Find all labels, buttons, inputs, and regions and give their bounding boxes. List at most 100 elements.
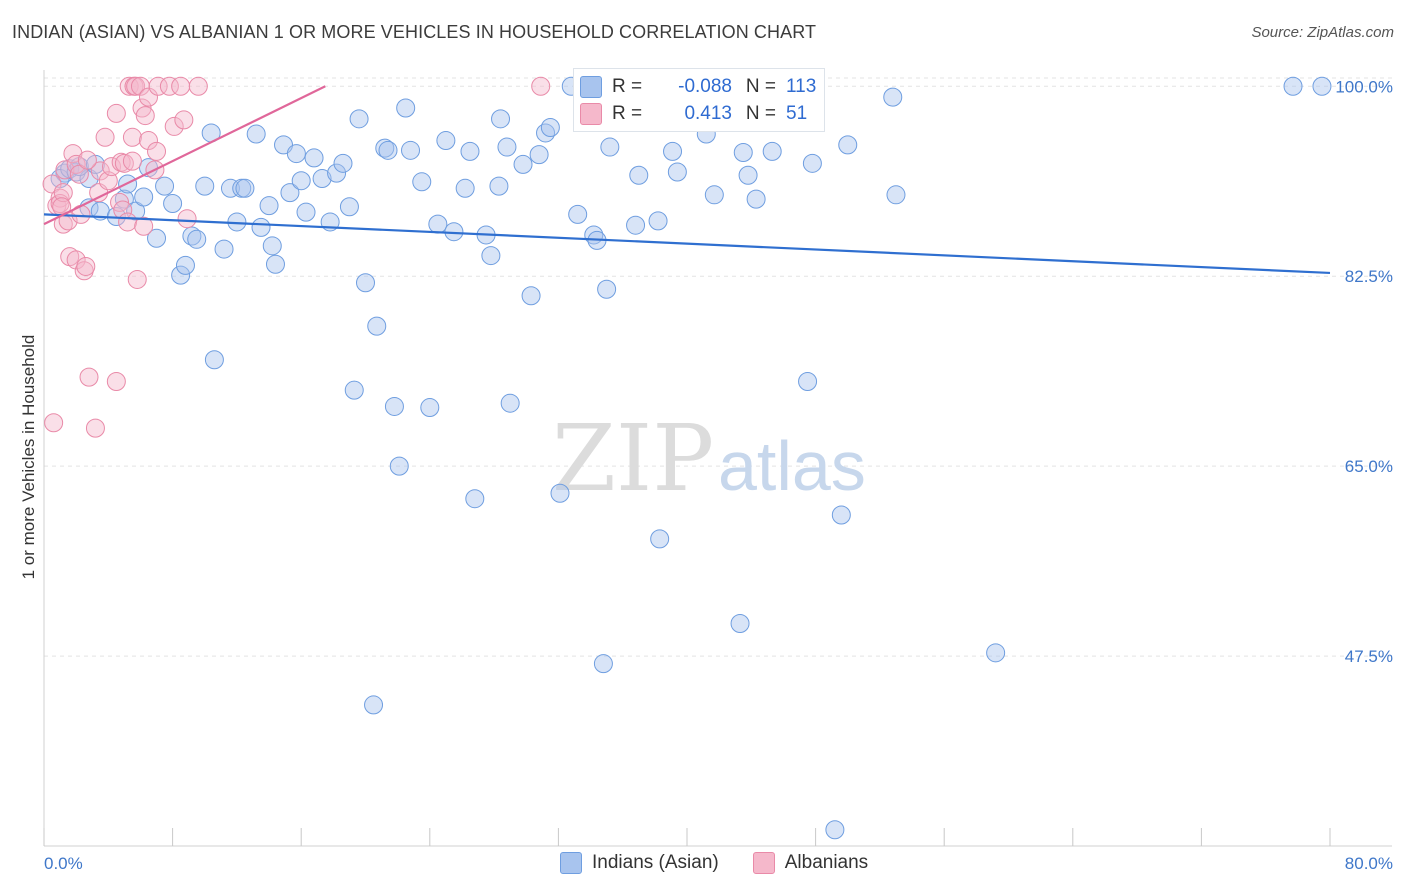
indian-point <box>497 137 517 157</box>
indian-point <box>333 153 353 173</box>
indian-point <box>349 109 369 129</box>
x-tick-label: 0.0% <box>44 854 83 873</box>
legend-row-indians: R = -0.088 N = 113 <box>580 74 826 100</box>
indian-point <box>540 118 560 138</box>
indian-point <box>465 489 485 509</box>
indian-point <box>733 142 753 162</box>
indian-point <box>220 178 240 198</box>
indian-point <box>204 350 224 370</box>
legend-swatch-indians <box>580 76 602 98</box>
albanian-point <box>76 256 96 276</box>
indian-point <box>339 197 359 217</box>
albanian-point <box>122 151 142 171</box>
axes <box>43 70 1392 847</box>
watermark-zip: ZIP <box>552 405 714 512</box>
albanian-point <box>148 76 168 96</box>
indian-point <box>550 483 570 503</box>
albanian-point <box>171 76 191 96</box>
grid-lines <box>44 77 1392 657</box>
indian-point <box>280 183 300 203</box>
series-legend: Indians (Asian) Albanians <box>560 852 902 874</box>
albanian-point <box>147 141 167 161</box>
indian-point <box>171 265 191 285</box>
series-swatch-albanians <box>752 852 775 874</box>
tick-labels: 47.5% 65.0% 82.5% 100.0% 0.0% 80.0% <box>44 77 1393 873</box>
indian-point <box>304 148 324 168</box>
albanian-point <box>188 76 208 96</box>
indian-point <box>746 189 766 209</box>
albanian-point <box>138 87 158 107</box>
indian-point <box>344 380 364 400</box>
indian-point <box>491 109 511 129</box>
albanian-point <box>106 103 126 123</box>
y-tick-label: 100.0% <box>1335 77 1393 96</box>
indian-point <box>134 187 154 207</box>
indian-point <box>481 246 501 266</box>
legend-n-label: N = <box>745 103 776 124</box>
albanian-trend-line <box>43 85 326 226</box>
indian-point <box>521 286 541 306</box>
indian-point <box>291 171 311 191</box>
indian-point <box>883 87 903 107</box>
indian-point <box>327 163 347 183</box>
series-legend-indians[interactable]: Indians (Asian) <box>560 852 719 874</box>
series-label-indians: Indians (Asian) <box>592 852 719 873</box>
indian-point <box>265 254 285 274</box>
albanian-point <box>85 418 105 438</box>
indian-point <box>175 255 195 275</box>
albanian-point <box>50 193 70 213</box>
indian-point <box>529 145 549 165</box>
albanian-point <box>118 212 138 232</box>
indian-point <box>798 371 818 391</box>
indian-point <box>412 172 432 192</box>
indian-point <box>251 217 271 237</box>
legend-r-value: -0.088 <box>678 76 732 97</box>
indian-point <box>163 193 183 213</box>
indian-point <box>650 529 670 549</box>
albanian-point <box>79 367 99 387</box>
albanian-point <box>138 131 158 151</box>
indian-point <box>364 695 384 715</box>
albanian-point <box>122 127 142 147</box>
indian-point <box>831 505 851 525</box>
indian-point <box>648 211 668 231</box>
indian-point <box>1312 76 1332 96</box>
albanian-point <box>55 160 75 180</box>
indian-point <box>147 228 167 248</box>
y-tick-label: 47.5% <box>1345 647 1393 666</box>
indian-point <box>235 178 255 198</box>
indian-point <box>401 140 421 160</box>
legend-swatch-albanians <box>580 103 602 125</box>
indian-point <box>375 138 395 158</box>
indian-point <box>155 176 175 196</box>
indian-point <box>259 196 279 216</box>
albanian-point <box>106 371 126 391</box>
indian-point <box>378 140 398 160</box>
indian-point <box>455 178 475 198</box>
y-tick-label: 82.5% <box>1345 267 1393 286</box>
indian-point <box>389 456 409 476</box>
albanian-point <box>159 76 179 96</box>
indian-point <box>568 204 588 224</box>
legend-n-label: N = <box>745 76 776 97</box>
indian-point <box>246 124 266 144</box>
legend-n-value: 51 <box>786 103 808 124</box>
chart-title: INDIAN (ASIAN) VS ALBANIAN 1 OR MORE VEH… <box>12 22 817 42</box>
y-axis-label: 1 or more Vehicles in Household <box>19 335 38 580</box>
indian-trend-line <box>43 213 1331 275</box>
albanian-point <box>66 250 86 270</box>
series-legend-albanians[interactable]: Albanians <box>752 852 868 874</box>
indian-point <box>384 396 404 416</box>
indian-point <box>667 162 687 182</box>
albanian-point <box>177 209 197 229</box>
indian-point <box>187 229 207 249</box>
indian-point <box>600 137 620 157</box>
indian-point <box>626 215 646 235</box>
indian-point <box>312 169 332 189</box>
indian-point <box>738 165 758 185</box>
trend-lines <box>43 85 1331 275</box>
indian-point <box>825 820 845 840</box>
albanian-point <box>135 106 155 126</box>
indian-point <box>886 185 906 205</box>
